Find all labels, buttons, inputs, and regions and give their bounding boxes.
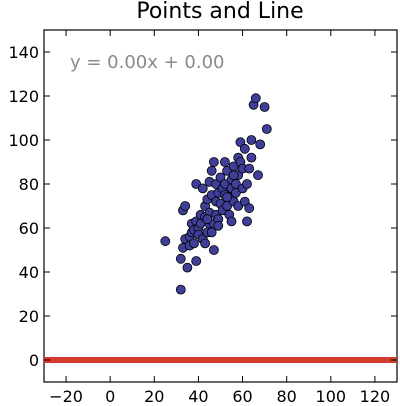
axes: −20 0 20 40 60 80 100 120 0 20 40 60 80 100 120 140 — [8, 30, 397, 406]
scatter-point — [182, 262, 193, 273]
y-tick-label: 120 — [8, 87, 39, 106]
x-tick-label: 40 — [188, 387, 208, 406]
scatter-point — [208, 157, 219, 167]
regression-equation-annotation: y = 0.00x + 0.00 — [70, 52, 225, 73]
x-tick-label: 80 — [277, 387, 297, 406]
scatter-point — [242, 179, 252, 189]
y-tick-label: 140 — [8, 43, 39, 62]
scatter-point — [244, 163, 255, 174]
y-tick-label: 60 — [19, 219, 39, 238]
scatter-point — [202, 214, 213, 225]
chart-title: Points and Line — [136, 0, 303, 24]
y-tick-label: 0 — [29, 351, 39, 370]
scatter-point — [244, 203, 255, 214]
scatter-point — [255, 139, 266, 150]
scatter-point — [259, 102, 270, 112]
scatter-point — [175, 284, 186, 295]
x-tick-label: 120 — [360, 387, 391, 406]
scatter-point — [246, 135, 257, 145]
scatter-point — [222, 192, 233, 203]
scatter-point — [219, 157, 230, 167]
scatter-point — [226, 216, 237, 227]
scatter-point — [230, 187, 241, 198]
y-tick-label: 100 — [8, 131, 39, 150]
scatter-point — [239, 143, 250, 154]
scatter-point — [191, 256, 202, 266]
y-tick-label: 20 — [19, 307, 39, 326]
scatter-point — [206, 165, 217, 176]
scatter-point — [213, 220, 224, 231]
scatter-point — [246, 152, 257, 163]
x-tick-label: −20 — [49, 387, 83, 406]
scatter-point — [160, 236, 171, 247]
scatter-point — [189, 238, 199, 249]
x-tick-label: 0 — [105, 387, 115, 406]
x-tick-label: 100 — [316, 387, 347, 406]
scatter-point — [180, 201, 191, 211]
scatter-point — [250, 93, 261, 104]
scatter-point — [197, 183, 208, 194]
scatter-point — [200, 238, 211, 249]
scatter-point — [175, 253, 186, 264]
data-layer — [44, 93, 397, 363]
scatter-point — [206, 227, 217, 238]
scatter-point — [253, 170, 263, 181]
scatter-point — [208, 245, 219, 255]
x-tick-label: 20 — [144, 387, 164, 406]
scatter-point — [261, 124, 272, 134]
y-tick-label: 40 — [19, 263, 39, 282]
x-tick-label: 60 — [232, 387, 252, 406]
y-tick-label: 80 — [19, 175, 39, 194]
scatter-point — [242, 216, 252, 227]
scatter-point — [228, 170, 239, 181]
